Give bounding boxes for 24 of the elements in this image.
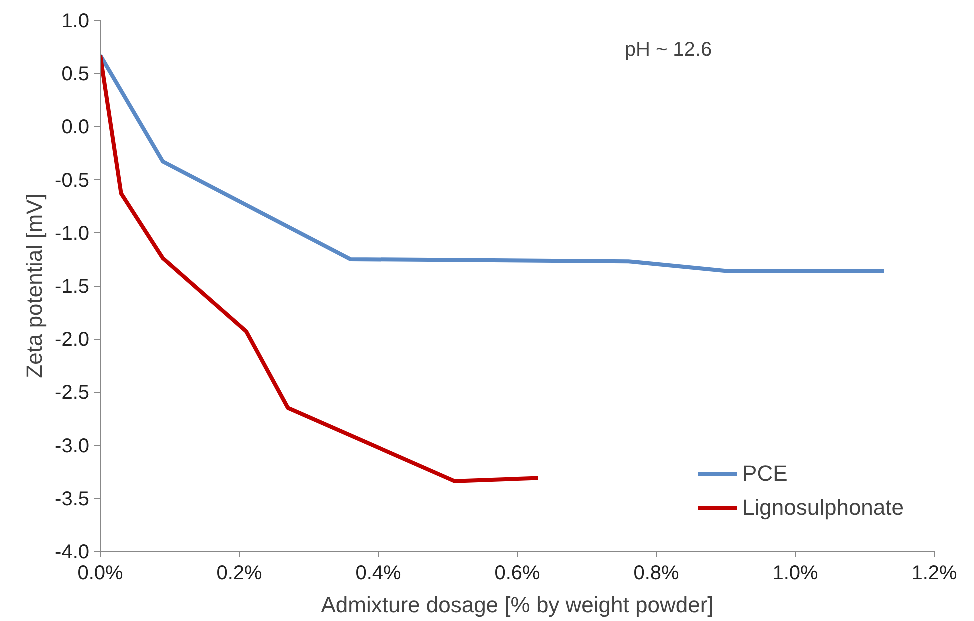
y-axis-title: Zeta potential [mV] [22, 194, 48, 378]
y-tick-label: -0.5 [55, 170, 90, 192]
y-tick-label: -1.0 [55, 222, 90, 245]
y-tick-label: -3.5 [55, 488, 90, 510]
x-tick-label: 1.0% [772, 562, 819, 584]
y-tick-label: 1.0 [62, 10, 90, 32]
x-tick-label: 0.8% [634, 562, 680, 584]
x-tick-label: 0.2% [216, 562, 263, 584]
y-tick-label: -1.5 [55, 276, 90, 298]
annotation: pH ~ 12.6 [624, 38, 712, 61]
x-axis-title: Admixture dosage [% by weight powder] [321, 592, 714, 618]
x-tick-label: 0.0% [78, 562, 124, 584]
y-tick-label: -4.0 [55, 542, 90, 564]
y-tick-label: -2.0 [55, 329, 90, 352]
x-tick-label: 0.4% [356, 562, 402, 584]
y-tick-label: 0.0 [62, 116, 90, 139]
x-tick-label: 0.6% [494, 562, 541, 584]
y-tick-label: 0.5 [62, 64, 90, 86]
legend-label: Lignosulphonate [742, 495, 904, 521]
line-series [100, 54, 540, 484]
x-tick-label: 1.2% [912, 562, 958, 584]
legend-label: PCE [742, 461, 788, 487]
y-tick-label: -3.0 [55, 435, 90, 458]
y-tick-label: -2.5 [55, 382, 90, 404]
